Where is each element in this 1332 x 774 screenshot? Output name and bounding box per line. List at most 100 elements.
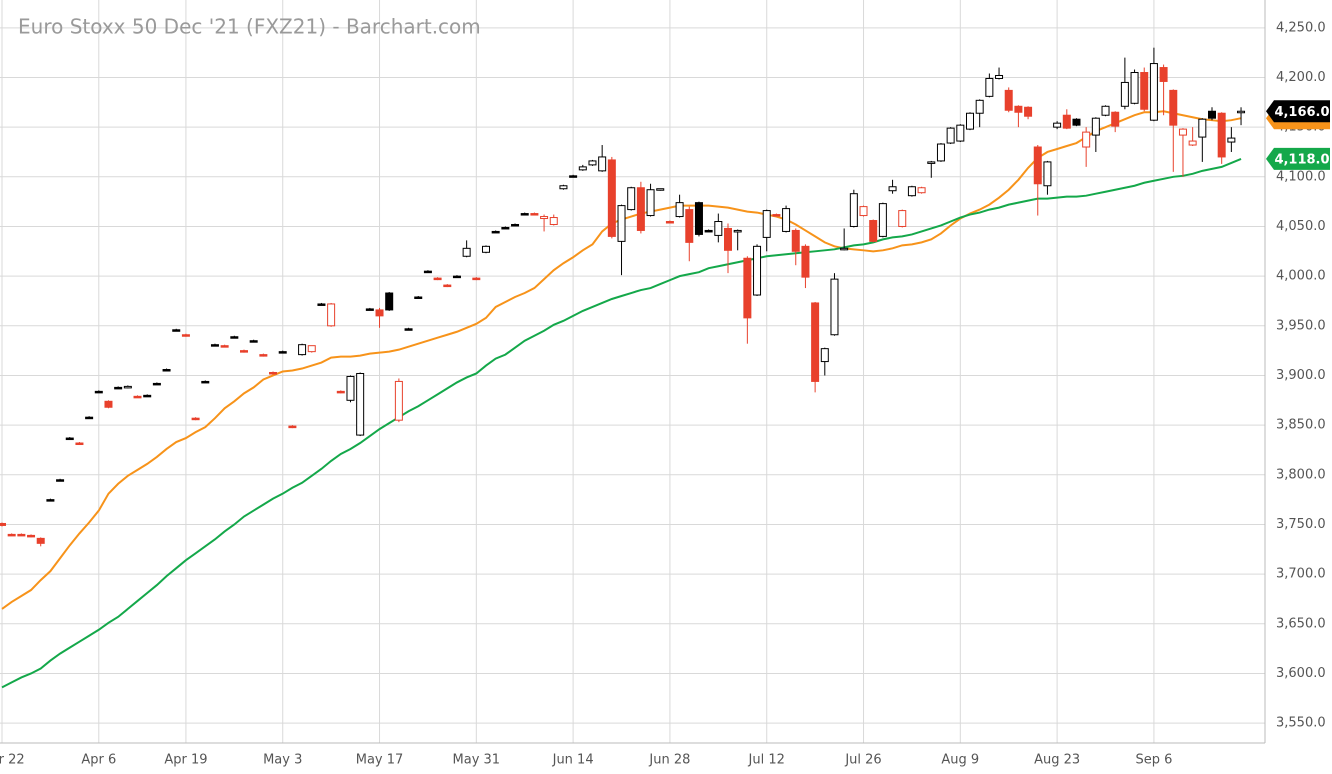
x-tick-label: Jul 12: [748, 753, 785, 768]
y-tick-label: 3,900.0: [1276, 368, 1326, 383]
candle-body: [443, 284, 452, 288]
candle-body: [888, 186, 897, 192]
candle-body: [143, 394, 152, 398]
candle-body: [694, 202, 703, 235]
x-tick-label: May 3: [263, 753, 302, 768]
candle-body: [724, 227, 732, 251]
x-tick-label: Sep 6: [1135, 753, 1172, 768]
candle-body: [472, 277, 481, 281]
candle-body: [220, 345, 229, 348]
price-badge: [1266, 147, 1330, 170]
candle-body: [530, 213, 539, 216]
candle-body: [210, 344, 219, 347]
candle-body: [1227, 137, 1236, 143]
candle-body: [414, 296, 423, 300]
y-tick-label: 4,100.0: [1276, 169, 1326, 184]
candle-body: [1082, 131, 1091, 148]
candle-body: [1120, 81, 1129, 107]
candle-body: [772, 214, 781, 217]
candle-body: [743, 257, 752, 319]
candle-body: [782, 208, 791, 232]
candle-body: [946, 127, 955, 144]
candle-body: [501, 226, 510, 230]
candle-body: [423, 270, 432, 274]
candle-body: [94, 390, 103, 394]
candle-body: [394, 380, 403, 421]
candle-body: [569, 175, 578, 178]
candle-body: [1198, 118, 1207, 138]
y-tick-label: 3,650.0: [1276, 616, 1326, 631]
candle-body: [240, 350, 248, 353]
candle-body: [927, 161, 936, 164]
candle-body: [598, 156, 607, 172]
candle-body: [801, 245, 810, 278]
candle-body: [404, 328, 413, 331]
candle-body: [665, 221, 674, 224]
candle-body: [762, 210, 771, 238]
candle-body: [1024, 106, 1033, 117]
candle-body: [1053, 122, 1062, 128]
candle-body: [607, 159, 616, 237]
candle-body: [1140, 72, 1149, 110]
x-tick-label: Jun 14: [552, 753, 594, 768]
candle-body: [17, 533, 26, 537]
candle-body: [104, 400, 113, 408]
candle-body: [288, 425, 297, 429]
candle-body: [907, 186, 916, 197]
candle-body: [1101, 105, 1110, 116]
candle-body: [1014, 105, 1023, 113]
candle-body: [956, 124, 965, 142]
candle-body: [898, 210, 907, 227]
candle-body: [259, 354, 268, 357]
price-badge-label: 4,118.0: [1274, 152, 1329, 167]
candle-body: [433, 277, 442, 281]
candle-body: [791, 229, 800, 252]
y-tick-label: 4,050.0: [1276, 219, 1326, 234]
marks: [0, 47, 1246, 689]
x-tick-label: Apr 19: [164, 753, 207, 768]
candle-body: [733, 229, 742, 233]
y-tick-label: 3,950.0: [1276, 318, 1326, 333]
candle-body: [1072, 118, 1081, 126]
candle-body: [7, 533, 16, 537]
candle-body: [1178, 128, 1187, 136]
candle-body: [549, 217, 558, 225]
candle-body: [385, 292, 394, 311]
x-tick-label: Aug 23: [1034, 753, 1080, 768]
candle-body: [307, 345, 316, 353]
y-tick-label: 4,200.0: [1276, 70, 1326, 85]
y-tick-label: 3,600.0: [1276, 666, 1326, 681]
candle-body: [0, 522, 6, 526]
candle-body: [462, 247, 471, 257]
candle-body: [1237, 110, 1246, 114]
candle-body: [365, 308, 374, 311]
candle-body: [1062, 114, 1071, 129]
candle-body: [181, 334, 190, 337]
candle-body: [995, 74, 1004, 79]
candle-body: [917, 187, 926, 194]
moving-average-line: [1, 158, 1242, 689]
candle-body: [230, 336, 239, 339]
chart-title: Euro Stoxx 50 Dec '21 (FXZ21) - Barchart…: [18, 15, 481, 39]
candle-body: [840, 247, 849, 251]
price-badge: [1266, 100, 1330, 123]
candle-body: [811, 302, 820, 382]
x-tick-label: Mar 22: [0, 753, 25, 768]
grid: [0, 0, 1265, 743]
candle-body: [1130, 72, 1139, 104]
candle-body: [985, 77, 994, 97]
candle-body: [646, 189, 655, 217]
candle-body: [375, 309, 384, 317]
x-tick-label: Jun 28: [648, 753, 690, 768]
candle-body: [85, 416, 94, 420]
candle-body: [65, 437, 74, 441]
candle-body: [201, 380, 210, 384]
candle-body: [1208, 110, 1216, 119]
candle-body: [830, 278, 839, 336]
candle-body: [1033, 146, 1042, 185]
candle-body: [346, 375, 355, 401]
candle-body: [278, 351, 287, 354]
y-tick-label: 3,800.0: [1276, 467, 1326, 482]
y-tick-label: 3,700.0: [1276, 567, 1326, 582]
